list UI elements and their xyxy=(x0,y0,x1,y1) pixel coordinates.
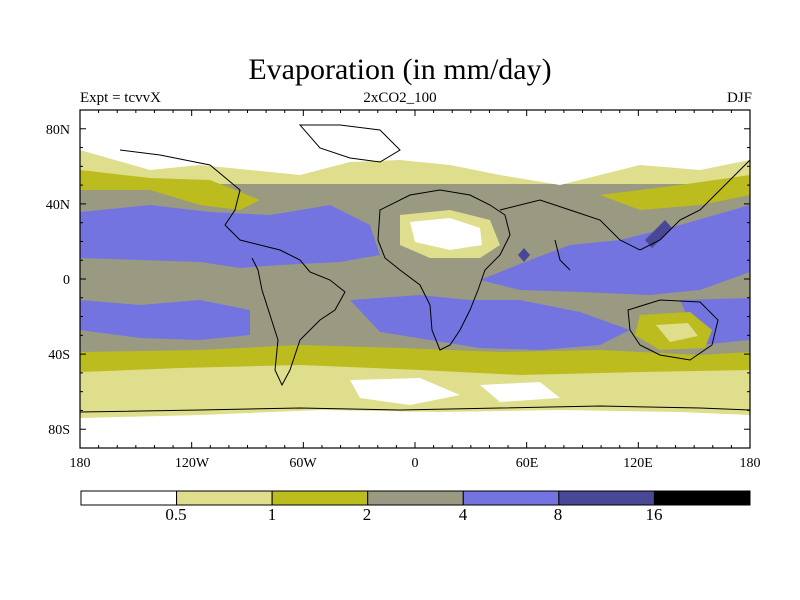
lon-label-60e: 60E xyxy=(515,456,539,471)
lon-label-180w: 180 xyxy=(69,456,91,471)
lat-label-0: 0 xyxy=(63,273,70,288)
colorbar-swatch xyxy=(558,490,655,506)
colorbar-label-2: 2 xyxy=(362,505,372,524)
colorbar-swatch xyxy=(653,490,751,506)
lat-label-80s: 80S xyxy=(48,423,70,438)
map-field xyxy=(80,110,750,448)
season-label: DJF xyxy=(726,90,752,106)
colorbar-swatch xyxy=(462,490,560,506)
colorbar-swatch xyxy=(80,490,178,506)
lat-label-40s: 40S xyxy=(48,348,70,363)
colorbar-swatch xyxy=(367,490,464,506)
colorbar-label-0-5: 0.5 xyxy=(165,505,187,524)
colorbar-label-4: 4 xyxy=(458,505,468,524)
lon-label-0: 0 xyxy=(411,456,419,471)
colorbar-swatch xyxy=(271,490,369,506)
colorbar-label-8: 8 xyxy=(553,505,563,524)
coastlines xyxy=(79,124,751,413)
lon-label-60w: 60W xyxy=(289,456,317,471)
colorbar-label-16: 16 xyxy=(645,505,663,524)
plot-title: Evaporation (in mm/day) xyxy=(248,53,552,86)
experiment-label: Expt = tcvvX xyxy=(80,90,161,106)
lat-label-40n: 40N xyxy=(45,198,70,213)
lat-label-80n: 80N xyxy=(45,123,70,138)
run-label: 2xCO2_100 xyxy=(363,90,437,106)
lon-label-180e: 180 xyxy=(739,456,761,471)
colorbar-label-1: 1 xyxy=(267,505,277,524)
axis-ticks xyxy=(79,109,751,449)
lon-label-120w: 120W xyxy=(174,456,210,471)
colorbar xyxy=(80,490,751,506)
lon-label-120e: 120E xyxy=(623,456,653,471)
colorbar-swatch xyxy=(176,490,273,506)
